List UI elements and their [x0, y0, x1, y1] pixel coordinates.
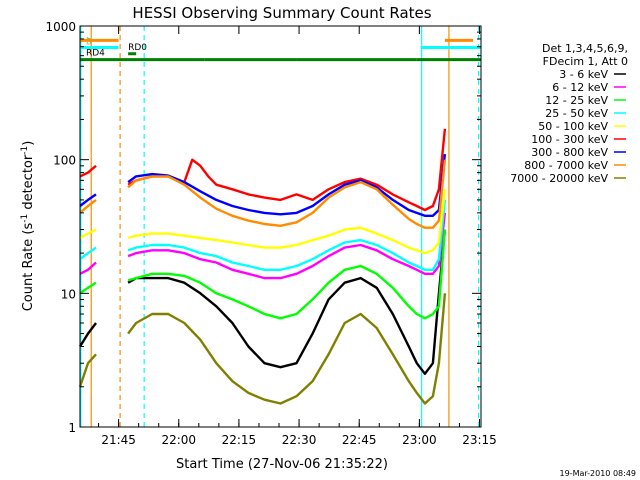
x-tick-label-6: 23:15 [462, 433, 497, 447]
chart-title: HESSI Observing Summary Count Rates [132, 4, 431, 22]
y-tick-label-2: 100 [53, 154, 76, 168]
legend-label-4: 50 - 100 keV [538, 120, 608, 133]
series-line-7 [79, 159, 447, 229]
y-tick-label-1: 10 [61, 287, 76, 301]
legend-label-3: 25 - 50 keV [545, 107, 608, 120]
axes: 21:45 22:00 22:15 22:30 22:45 23:00 23:15 1 10 10… [45, 20, 496, 447]
plot-frame [79, 25, 482, 428]
y-axis-label-mid: detector [21, 154, 36, 214]
legend-label-5: 100 - 300 keV [531, 133, 608, 146]
x-tick-label-4: 22:45 [342, 433, 377, 447]
series-line-8 [78, 293, 447, 405]
legend-header-0: Det 1,3,4,5,6,9, [542, 42, 628, 55]
series-line-3 [79, 199, 447, 271]
series-line-4 [79, 189, 447, 255]
legend-label-6: 300 - 800 keV [531, 146, 608, 159]
legend: Det 1,3,4,5,6,9,FDecim 1, Att 03 - 6 keV… [510, 42, 628, 185]
plot-area: RD4RD0NS [78, 26, 481, 427]
y-axis-label-sup1: -1 [20, 214, 30, 223]
legend-label-0: 3 - 6 keV [559, 68, 608, 81]
series-line-6 [79, 153, 447, 217]
state-bar-label-S: S [86, 37, 92, 47]
y-axis-label-main: Count Rate (s [21, 223, 36, 312]
footer-timestamp: 19-Mar-2010 08:49 [560, 469, 637, 478]
x-tick-label-5: 23:00 [402, 433, 437, 447]
y-tick-label-0: 1 [68, 421, 76, 435]
legend-label-8: 7000 - 20000 keV [510, 172, 608, 185]
x-tick-label-3: 22:30 [282, 433, 317, 447]
x-tick-label-0: 21:45 [101, 433, 136, 447]
state-bar-label-RD4: RD4 [86, 49, 105, 59]
legend-label-2: 12 - 25 keV [545, 94, 608, 107]
y-tick-label-3: 1000 [45, 20, 76, 34]
x-tick-label-1: 22:00 [161, 433, 196, 447]
y-axis-label-sup2: -1 [20, 146, 30, 155]
series-line-0 [78, 229, 447, 375]
series-line-2 [79, 229, 447, 320]
series-line-1 [79, 212, 447, 280]
x-axis-label: Start Time (27-Nov-06 21:35:22) [176, 457, 388, 472]
y-axis-label: Count Rate (s-1 detector-1) [20, 141, 36, 312]
legend-label-1: 6 - 12 keV [552, 81, 608, 94]
x-tick-label-2: 22:15 [222, 433, 257, 447]
y-axis-label-end: ) [21, 141, 36, 146]
series-line-5 [79, 128, 447, 212]
legend-header-1: FDecim 1, Att 0 [543, 55, 628, 68]
state-bar-label-RD0: RD0 [128, 43, 147, 53]
legend-label-7: 800 - 7000 keV [524, 159, 608, 172]
